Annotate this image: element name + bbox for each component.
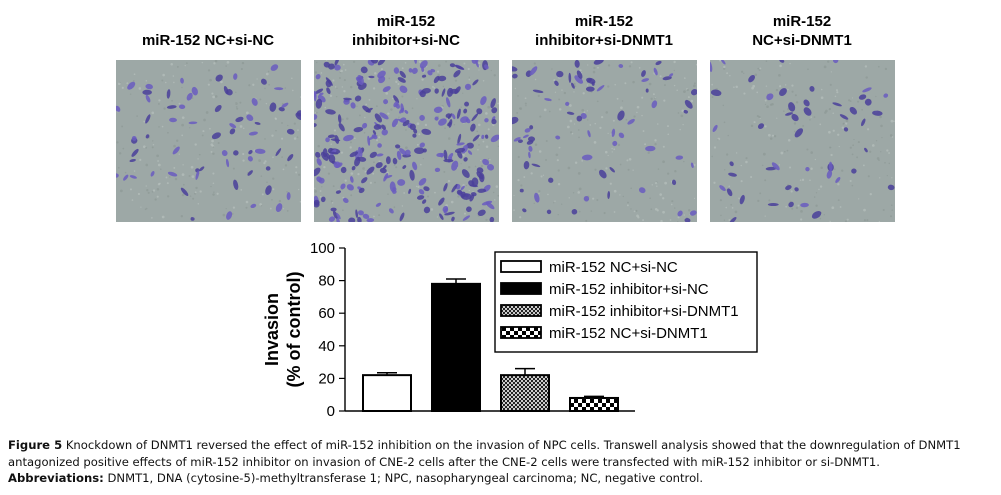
caption-text: Knockdown of DNMT1 reversed the effect o… <box>8 438 961 469</box>
y-tick-label: 60 <box>318 305 335 322</box>
panel-title-4-line2: NC+si-DNMT1 <box>752 32 852 49</box>
micrograph-panel-1 <box>116 60 301 222</box>
panel-title-3: miR-152 inhibitor+si-DNMT1 <box>504 12 704 50</box>
panel-title-2: miR-152 inhibitor+si-NC <box>306 12 506 50</box>
bar-1 <box>362 374 412 412</box>
micrograph-1-cells <box>116 60 301 221</box>
caption-paragraph: Figure 5 Knockdown of DNMT1 reversed the… <box>8 437 998 470</box>
legend-label-2: miR-152 inhibitor+si-NC <box>549 281 709 298</box>
y-tick-label: 80 <box>318 273 335 290</box>
panel-title-4: miR-152 NC+si-DNMT1 <box>702 12 902 50</box>
y-tick-label: 0 <box>327 403 335 420</box>
y-tick-label: 20 <box>318 370 335 387</box>
invasion-bar-chart: 0 20 40 60 80 100 Invasion (% of control) miR-15… <box>262 240 758 420</box>
abbreviations-text: DNMT1, DNA (cytosine-5)-methyltransferas… <box>103 471 704 485</box>
legend-label-3: miR-152 inhibitor+si-DNMT1 <box>549 303 739 320</box>
panel-title-4-line1: miR-152 <box>772 13 832 30</box>
bar-4 <box>569 396 619 413</box>
micrograph-panel-3 <box>512 60 697 222</box>
figure-label: Figure 5 <box>8 438 63 452</box>
micrograph-2-cells <box>314 60 499 222</box>
panel-title-2-line1: miR-152 <box>376 13 436 30</box>
figure-caption: Figure 5 Knockdown of DNMT1 reversed the… <box>8 437 998 487</box>
micrograph-3-cells <box>512 60 697 222</box>
legend-swatch-1 <box>500 260 542 273</box>
abbreviations-label: Abbreviations: <box>8 471 104 485</box>
micrograph-panel-4 <box>710 60 895 222</box>
abbreviations-paragraph: Abbreviations: DNMT1, DNA (cytosine-5)-m… <box>8 470 998 487</box>
bar-2 <box>431 282 481 412</box>
bar-3 <box>500 374 550 412</box>
micrograph-panel-2 <box>314 60 499 222</box>
legend-label-4: miR-152 NC+si-DNMT1 <box>549 325 708 342</box>
panel-title-3-line2: inhibitor+si-DNMT1 <box>535 32 673 49</box>
micrograph-4-cells <box>710 60 895 222</box>
y-tick-label: 100 <box>310 240 335 257</box>
panel-title-2-line2: inhibitor+si-NC <box>352 32 460 49</box>
y-axis-label-line2: (% of control) <box>284 272 304 388</box>
panel-title-1-line1: miR-152 NC+si-NC <box>141 32 275 49</box>
legend-swatch-2 <box>500 282 542 295</box>
legend-swatch-3 <box>500 304 542 317</box>
legend-swatch-4 <box>500 326 542 339</box>
legend-label-1: miR-152 NC+si-NC <box>549 259 678 276</box>
y-tick-label: 40 <box>318 338 335 355</box>
panel-title-3-line1: miR-152 <box>574 13 634 30</box>
panel-title-1: miR-152 NC+si-NC <box>108 12 308 50</box>
y-axis-label-line1: Invasion <box>262 293 282 366</box>
